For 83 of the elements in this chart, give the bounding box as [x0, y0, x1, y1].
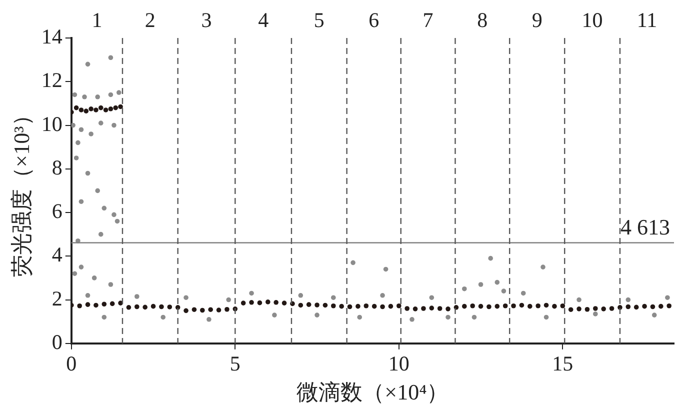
text: 10 — [582, 8, 603, 32]
point — [112, 212, 116, 218]
text: 9 — [532, 8, 542, 32]
point — [272, 312, 277, 318]
point — [206, 317, 212, 322]
point — [78, 127, 84, 132]
point — [576, 297, 582, 302]
text: 3 — [201, 8, 212, 32]
y-tick-label: 2 — [52, 286, 62, 310]
ref-line-label: 4 613 — [620, 214, 670, 240]
point — [102, 206, 107, 211]
point — [160, 314, 166, 320]
y-tick-label: 8 — [52, 155, 62, 180]
point — [85, 170, 90, 176]
point — [383, 266, 388, 272]
point — [626, 297, 631, 302]
x-tick-label: 10 — [388, 352, 410, 376]
y-tick-label: 14 — [41, 24, 63, 49]
point — [85, 293, 90, 298]
point — [350, 260, 356, 266]
point — [446, 314, 450, 320]
point — [108, 282, 114, 287]
point — [92, 276, 97, 280]
text: 8 — [477, 8, 488, 32]
point — [298, 293, 304, 298]
text: 1 — [92, 8, 102, 32]
y-tick-label: 4 — [52, 242, 63, 267]
point — [98, 120, 104, 126]
point — [108, 55, 114, 60]
x-tick-label: 15 — [552, 352, 574, 376]
point — [652, 312, 657, 318]
point — [593, 312, 598, 316]
point — [108, 92, 114, 98]
point — [314, 312, 320, 318]
text: 7 — [422, 8, 434, 32]
point — [74, 156, 79, 160]
point — [71, 122, 76, 128]
y-tick-label: 6 — [52, 199, 62, 224]
y-tick-label: 0 — [52, 330, 62, 354]
x-tick-label: 5 — [230, 352, 240, 376]
point — [462, 286, 467, 292]
point — [665, 295, 670, 300]
point — [472, 314, 477, 320]
point — [494, 280, 500, 285]
point — [540, 264, 546, 270]
y-tick-label: 10 — [41, 112, 62, 136]
point — [331, 295, 336, 300]
point — [134, 294, 140, 299]
point — [249, 290, 254, 296]
point — [78, 264, 84, 270]
point — [184, 295, 188, 300]
point — [429, 295, 434, 300]
text: 2 — [144, 8, 156, 32]
text: 11 — [636, 8, 658, 32]
point — [98, 232, 104, 237]
y-tick-label: 12 — [41, 68, 62, 92]
point — [112, 122, 116, 128]
point — [85, 62, 90, 67]
point — [520, 290, 526, 296]
point — [501, 288, 506, 294]
point — [88, 132, 94, 136]
point — [78, 199, 84, 204]
point — [95, 188, 100, 194]
point — [76, 140, 80, 146]
point — [478, 282, 484, 287]
text: 4 — [258, 8, 270, 32]
text: 6 — [368, 8, 380, 32]
point — [95, 94, 100, 100]
text: 5 — [314, 8, 324, 32]
x-axis-title: 微滴数（×10⁴） — [296, 380, 449, 405]
point — [102, 314, 107, 320]
point — [226, 297, 231, 302]
y-axis-title: 荧光强度（×10³） — [8, 104, 34, 278]
point — [357, 314, 362, 320]
point — [488, 256, 493, 261]
point — [380, 293, 385, 298]
point — [82, 94, 87, 100]
point — [114, 218, 120, 224]
point — [116, 90, 122, 95]
point — [72, 271, 78, 276]
point — [410, 317, 414, 322]
point — [544, 314, 549, 320]
point — [72, 92, 78, 98]
